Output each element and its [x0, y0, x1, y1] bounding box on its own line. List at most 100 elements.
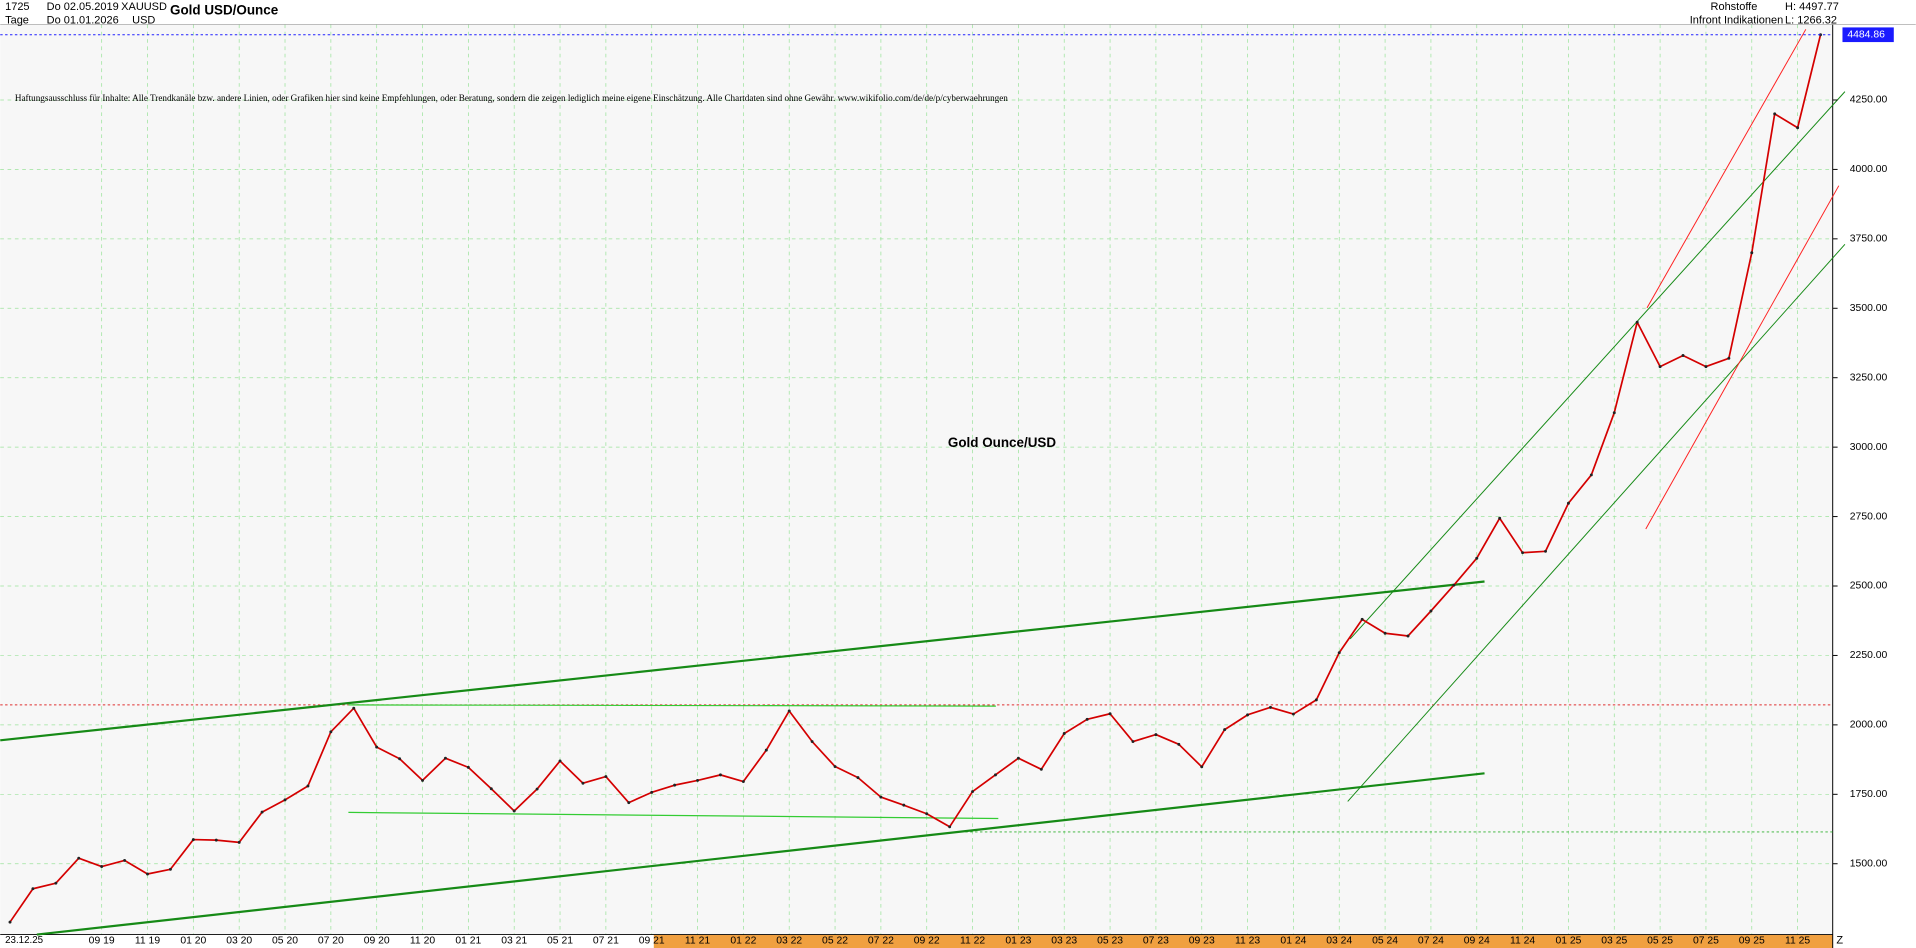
y-tick-label: 2000.00	[1850, 720, 1888, 731]
price-point	[8, 920, 12, 924]
x-tick-label: 09 21	[639, 935, 665, 946]
price-point	[1406, 634, 1410, 638]
price-point	[902, 803, 906, 807]
price-point	[718, 773, 722, 777]
price-point	[1635, 320, 1639, 324]
price-point	[1016, 756, 1020, 760]
trend-line	[1645, 185, 1840, 530]
price-point	[260, 810, 264, 814]
price-point	[306, 784, 310, 788]
x-tick-label: 01 23	[1005, 935, 1031, 946]
x-tick-label: 01 25	[1555, 935, 1581, 946]
chart-title: Gold USD/Ounce	[170, 3, 278, 18]
price-point	[1796, 126, 1800, 130]
price-point	[741, 780, 745, 783]
x-tick-label: 09 20	[364, 935, 390, 946]
x-tick-label: 09 22	[914, 935, 940, 946]
source: Infront Indikationen	[1690, 15, 1783, 27]
y-tick-label: 4250.00	[1850, 95, 1888, 106]
price-point	[329, 730, 333, 734]
price-line	[9, 34, 1822, 923]
price-point	[1177, 742, 1181, 746]
price-point	[54, 881, 58, 885]
x-tick-label: 07 22	[868, 935, 894, 946]
x-tick-label: 05 24	[1372, 935, 1398, 946]
price-point	[1475, 556, 1479, 560]
x-tick-label: 03 24	[1326, 935, 1352, 946]
price-point	[1429, 609, 1433, 613]
price-point	[856, 776, 860, 780]
x-tick-label: 11 24	[1510, 935, 1535, 946]
price-point	[925, 812, 929, 816]
disclaimer: Haftungsausschluss für Inhalte: Alle Tre…	[15, 93, 1008, 103]
annotation: Gold Ounce/USD	[948, 435, 1056, 450]
trend-line	[1347, 244, 1846, 802]
x-tick-label: 07 25	[1693, 935, 1719, 946]
x-tick-label: 01 24	[1280, 935, 1306, 946]
x-tick-label: 11 19	[135, 935, 160, 946]
price-point	[1039, 767, 1043, 771]
x-tick-label: 05 25	[1647, 935, 1673, 946]
price-point	[604, 775, 608, 778]
price-point	[764, 748, 768, 752]
x-tick-label: 03 23	[1051, 935, 1077, 946]
y-tick-label: 2500.00	[1850, 581, 1888, 592]
price-point	[787, 709, 791, 713]
y-tick-label: 4000.00	[1850, 164, 1888, 175]
price-point	[1337, 651, 1341, 655]
trend-line	[348, 704, 996, 707]
bars: 1725	[5, 1, 29, 13]
price-point	[948, 825, 952, 829]
plot-area	[0, 24, 1833, 935]
price-point	[673, 783, 677, 787]
y-tick-label: 3750.00	[1850, 234, 1888, 245]
price-point	[971, 790, 975, 793]
price-point	[1360, 617, 1364, 621]
price-point	[489, 787, 493, 791]
to-date: Do 01.01.2026	[47, 15, 119, 27]
price-point	[627, 801, 631, 805]
period: Tage	[5, 15, 29, 27]
price-point	[466, 765, 470, 769]
price-point	[352, 706, 356, 710]
price-point	[375, 745, 379, 749]
price-point	[168, 867, 172, 871]
grid	[0, 24, 1833, 935]
x-tick-label: 07 21	[593, 935, 619, 946]
y-tick-label: 3000.00	[1850, 442, 1888, 453]
x-tick-label: 11 25	[1785, 935, 1810, 946]
x-tick-label: 03 20	[226, 935, 252, 946]
price-point	[1612, 411, 1616, 415]
currency: USD	[132, 15, 155, 27]
price-point	[191, 838, 195, 842]
x-tick-label: 09 23	[1189, 935, 1215, 946]
price-point	[1314, 698, 1318, 702]
trend-line	[1646, 29, 1807, 309]
series	[8, 33, 1822, 924]
x-tick-label: 03 25	[1601, 935, 1627, 946]
price-point	[1727, 356, 1731, 360]
x-end-label: Z	[1836, 935, 1843, 947]
price-point	[283, 798, 287, 802]
price-point	[1291, 712, 1295, 716]
x-tick-label: 01 20	[180, 935, 206, 946]
x-tick-label: 01 22	[730, 935, 756, 946]
x-tick-label: 07 23	[1143, 935, 1169, 946]
price-point	[1131, 740, 1135, 744]
y-tick-label: 1750.00	[1850, 789, 1888, 800]
y-tick-label: 3500.00	[1850, 303, 1888, 314]
trend-line	[36, 772, 1485, 936]
y-tick-label: 2250.00	[1850, 650, 1888, 661]
x-tick-label: 05 20	[272, 935, 298, 946]
symbol: XAUUSD	[121, 1, 167, 13]
x-tick-label: 05 22	[822, 935, 848, 946]
price-point	[696, 778, 700, 782]
price-point	[1819, 33, 1822, 37]
y-tick-label: 1500.00	[1850, 858, 1888, 869]
price-point	[31, 887, 35, 891]
price-point	[1681, 354, 1685, 357]
price-point	[1750, 251, 1754, 255]
last-price-label: 4484.86	[1847, 29, 1885, 40]
price-point	[810, 740, 814, 744]
